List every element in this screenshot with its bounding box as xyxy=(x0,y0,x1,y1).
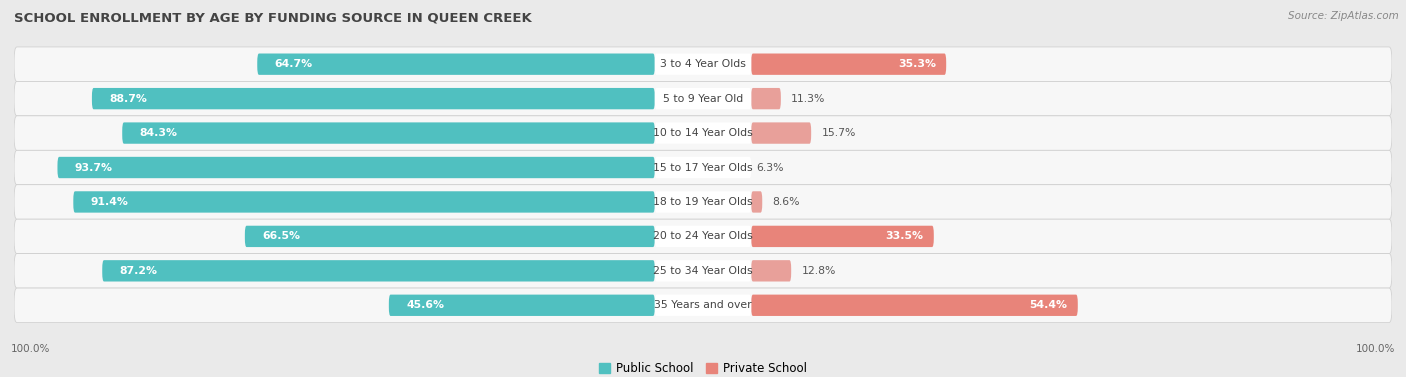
FancyBboxPatch shape xyxy=(655,260,751,282)
Text: 6.3%: 6.3% xyxy=(756,162,785,173)
Text: 25 to 34 Year Olds: 25 to 34 Year Olds xyxy=(654,266,752,276)
FancyBboxPatch shape xyxy=(14,254,1392,288)
Text: 15.7%: 15.7% xyxy=(821,128,856,138)
Text: 18 to 19 Year Olds: 18 to 19 Year Olds xyxy=(654,197,752,207)
FancyBboxPatch shape xyxy=(655,88,751,109)
FancyBboxPatch shape xyxy=(751,294,1078,316)
FancyBboxPatch shape xyxy=(751,88,780,109)
Text: 15 to 17 Year Olds: 15 to 17 Year Olds xyxy=(654,162,752,173)
FancyBboxPatch shape xyxy=(655,54,751,75)
Text: 84.3%: 84.3% xyxy=(139,128,177,138)
FancyBboxPatch shape xyxy=(14,150,1392,185)
Text: 100.0%: 100.0% xyxy=(1355,344,1395,354)
Text: 11.3%: 11.3% xyxy=(792,93,825,104)
Text: 64.7%: 64.7% xyxy=(274,59,312,69)
Text: SCHOOL ENROLLMENT BY AGE BY FUNDING SOURCE IN QUEEN CREEK: SCHOOL ENROLLMENT BY AGE BY FUNDING SOUR… xyxy=(14,11,531,24)
Text: 88.7%: 88.7% xyxy=(110,93,148,104)
FancyBboxPatch shape xyxy=(14,219,1392,254)
Text: 66.5%: 66.5% xyxy=(262,231,299,241)
FancyBboxPatch shape xyxy=(751,54,946,75)
Text: 33.5%: 33.5% xyxy=(886,231,924,241)
FancyBboxPatch shape xyxy=(655,157,751,178)
FancyBboxPatch shape xyxy=(14,116,1392,150)
Text: 93.7%: 93.7% xyxy=(75,162,112,173)
FancyBboxPatch shape xyxy=(655,294,751,316)
FancyBboxPatch shape xyxy=(257,54,655,75)
FancyBboxPatch shape xyxy=(655,123,751,144)
FancyBboxPatch shape xyxy=(14,81,1392,116)
FancyBboxPatch shape xyxy=(389,294,655,316)
FancyBboxPatch shape xyxy=(655,191,751,213)
Legend: Public School, Private School: Public School, Private School xyxy=(593,357,813,377)
FancyBboxPatch shape xyxy=(14,288,1392,322)
FancyBboxPatch shape xyxy=(58,157,655,178)
Text: 12.8%: 12.8% xyxy=(801,266,837,276)
Text: 8.6%: 8.6% xyxy=(772,197,800,207)
Text: 10 to 14 Year Olds: 10 to 14 Year Olds xyxy=(654,128,752,138)
FancyBboxPatch shape xyxy=(751,260,792,282)
FancyBboxPatch shape xyxy=(14,185,1392,219)
FancyBboxPatch shape xyxy=(91,88,655,109)
Text: 87.2%: 87.2% xyxy=(120,266,157,276)
Text: 45.6%: 45.6% xyxy=(406,300,444,310)
FancyBboxPatch shape xyxy=(655,226,751,247)
Text: 20 to 24 Year Olds: 20 to 24 Year Olds xyxy=(654,231,752,241)
FancyBboxPatch shape xyxy=(73,191,655,213)
FancyBboxPatch shape xyxy=(103,260,655,282)
Text: 35 Years and over: 35 Years and over xyxy=(654,300,752,310)
Text: 91.4%: 91.4% xyxy=(90,197,128,207)
FancyBboxPatch shape xyxy=(14,47,1392,81)
FancyBboxPatch shape xyxy=(751,123,811,144)
Text: 35.3%: 35.3% xyxy=(898,59,936,69)
Text: 3 to 4 Year Olds: 3 to 4 Year Olds xyxy=(659,59,747,69)
FancyBboxPatch shape xyxy=(245,226,655,247)
FancyBboxPatch shape xyxy=(122,123,655,144)
Text: 100.0%: 100.0% xyxy=(11,344,51,354)
FancyBboxPatch shape xyxy=(751,191,762,213)
Text: 54.4%: 54.4% xyxy=(1029,300,1067,310)
FancyBboxPatch shape xyxy=(751,226,934,247)
Text: Source: ZipAtlas.com: Source: ZipAtlas.com xyxy=(1288,11,1399,21)
Text: 5 to 9 Year Old: 5 to 9 Year Old xyxy=(662,93,744,104)
